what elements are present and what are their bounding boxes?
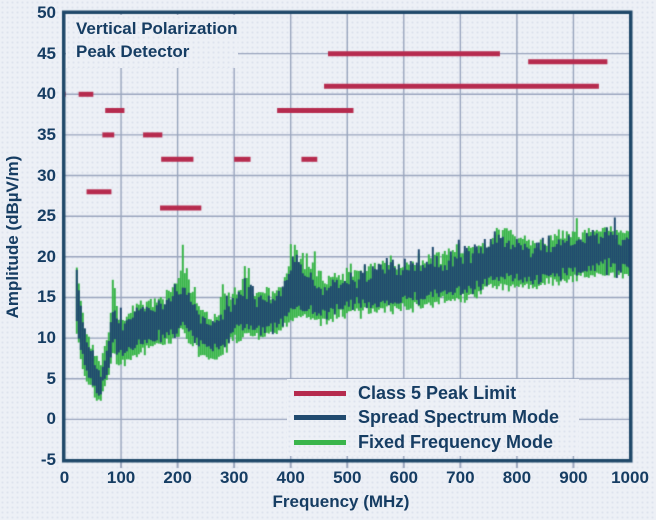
x-tick-label: 300 bbox=[219, 468, 249, 487]
legend-swatch bbox=[294, 390, 346, 396]
y-axis-title: Amplitude (dBµV/m) bbox=[3, 155, 22, 319]
x-tick-label: 400 bbox=[276, 468, 305, 487]
x-tick-label: 900 bbox=[559, 468, 588, 487]
y-tick-label: 40 bbox=[37, 84, 56, 104]
x-tick-label: 200 bbox=[163, 468, 192, 487]
legend-swatch bbox=[294, 415, 346, 420]
y-tick-label: 20 bbox=[37, 246, 56, 266]
x-tick-label: 700 bbox=[446, 468, 475, 487]
y-tick-label: 5 bbox=[46, 368, 56, 388]
x-tick-label: 600 bbox=[389, 468, 418, 487]
x-tick-label: 0 bbox=[59, 468, 70, 487]
y-tick-label: 50 bbox=[37, 3, 56, 22]
x-tick-label: 800 bbox=[502, 468, 532, 487]
y-tick-label: 45 bbox=[37, 43, 56, 63]
y-tick-label: 0 bbox=[46, 409, 56, 429]
x-axis-title: Frequency (MHz) bbox=[272, 492, 410, 511]
legend-label: Spread Spectrum Mode bbox=[358, 407, 560, 427]
legend-label: Class 5 Peak Limit bbox=[358, 382, 517, 403]
y-tick-label: 35 bbox=[37, 124, 56, 144]
legend-label: Fixed Frequency Mode bbox=[358, 431, 554, 452]
x-tick-label: 100 bbox=[106, 468, 136, 487]
y-tick-label: -5 bbox=[40, 450, 56, 469]
y-tick-label: 10 bbox=[37, 328, 56, 348]
chart-title: Vertical Polarization Peak Detector bbox=[66, 15, 238, 68]
chart-legend: Class 5 Peak Limit Spread Spectrum Mode Fi… bbox=[287, 379, 579, 456]
chart-title-line2: Peak Detector bbox=[76, 42, 190, 61]
legend-item: Spread Spectrum Mode bbox=[287, 407, 579, 428]
y-tick-label: 15 bbox=[37, 287, 56, 307]
x-tick-label: 500 bbox=[333, 468, 362, 487]
x-tick-label: 1000 bbox=[611, 468, 649, 487]
legend-item: Fixed Frequency Mode bbox=[287, 432, 579, 453]
y-tick-label: 25 bbox=[37, 206, 56, 226]
y-tick-label: 30 bbox=[37, 165, 56, 185]
legend-swatch bbox=[294, 439, 346, 445]
legend-item: Class 5 Peak Limit bbox=[287, 383, 579, 404]
chart-title-line1: Vertical Polarization bbox=[76, 19, 238, 38]
